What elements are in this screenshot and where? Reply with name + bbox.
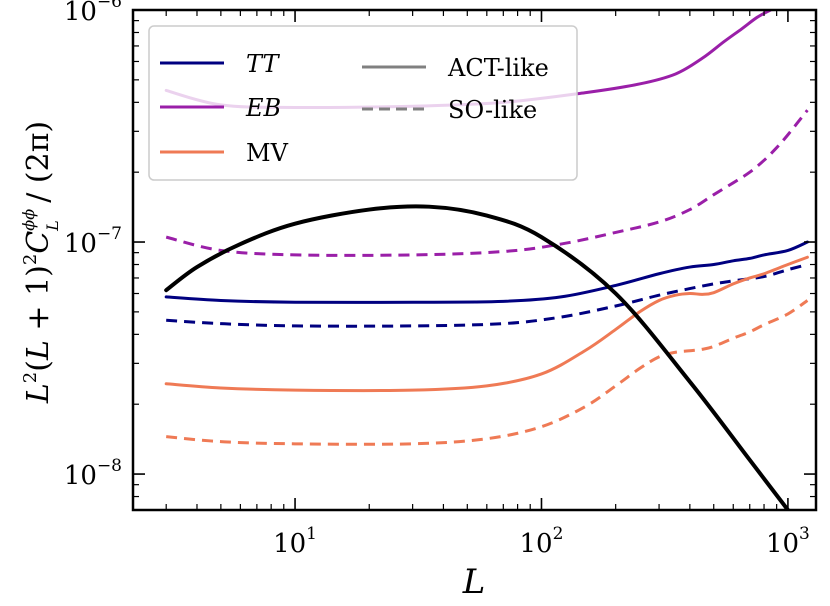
legend-label-so: SO-like — [448, 96, 537, 124]
plot-frame — [131, 8, 818, 512]
series-line-eb-so — [165, 109, 809, 257]
axis-ticks: 101 102 103 10−8 10−7 10−6 — [64, 0, 816, 559]
x-axis-label: L — [462, 562, 486, 602]
y-axis-label: L2(L + 1)2Cϕϕ L / (2π) — [19, 121, 62, 404]
legend-label-act: ACT-like — [447, 54, 549, 82]
legend-label-eb: EB — [245, 94, 281, 122]
legend-label-tt: TT — [246, 50, 280, 78]
series-line-tt-so — [166, 263, 808, 328]
legend-label-mv: MV — [246, 139, 289, 167]
y-tick-label: 10−7 — [64, 224, 122, 259]
legend-frame — [148, 25, 578, 181]
series-line-signal — [164, 204, 790, 510]
x-tick-label: 101 — [273, 524, 317, 559]
legend: TT EB MV ACT-like SO-like — [148, 25, 578, 181]
x-tick-label: 103 — [766, 524, 810, 559]
y-tick-label: 10−8 — [64, 456, 122, 491]
series-line-tt-act — [164, 240, 809, 304]
x-tick-label: 102 — [520, 524, 564, 559]
series-line-mv-so — [166, 299, 809, 446]
y-tick-label: 10−6 — [64, 0, 122, 27]
series-line-mv-act — [164, 255, 809, 393]
